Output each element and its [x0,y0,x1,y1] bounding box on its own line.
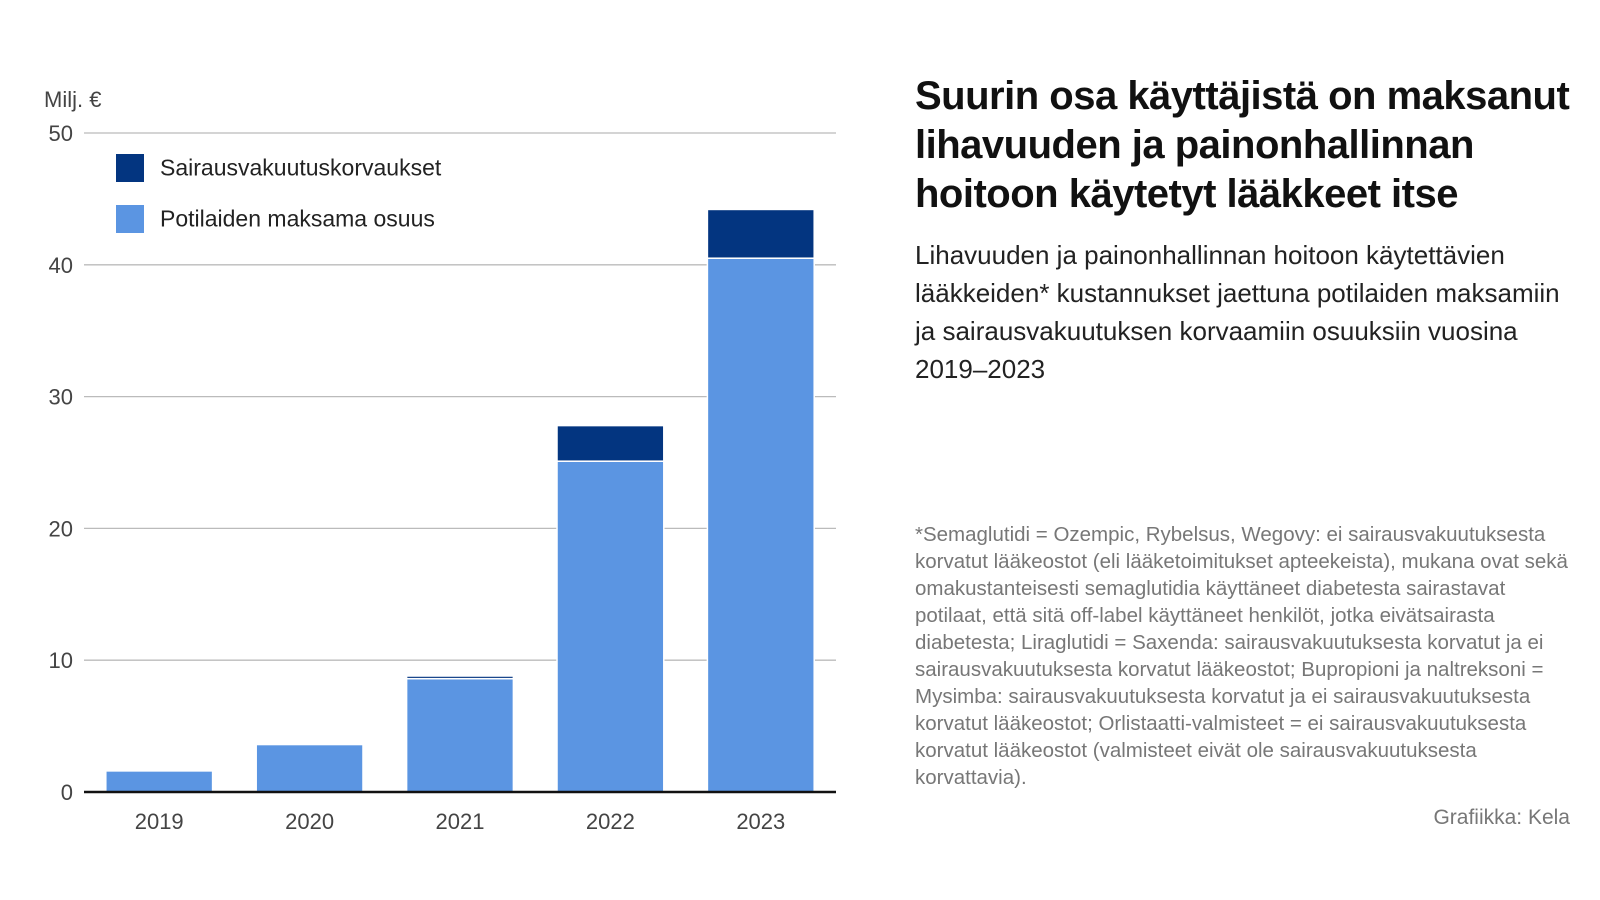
bar-segment [556,460,665,793]
bar-segment [706,208,815,259]
legend-item-reimbursements: Sairausvakuutuskorvaukset [116,154,441,182]
credit: Grafiikka: Kela [1433,806,1570,829]
chart-subtitle: Lihavuuden ja painonhallinnan hoitoon kä… [915,240,1560,384]
y-tick-label: 20 [49,516,73,541]
y-axis-label: Milj. € [44,87,101,112]
x-tick-label: 2021 [436,809,485,834]
legend-swatch [116,205,144,233]
bar-segment [255,743,364,793]
chart-title: Suurin osa käyttäjistä on maksanut lihav… [915,74,1570,216]
x-tick-label: 2023 [736,809,785,834]
bar-segment [105,770,214,793]
y-tick-label: 30 [49,385,73,410]
y-tick-label: 10 [49,648,73,673]
legend-item-patient-share: Potilaiden maksama osuus [116,205,435,233]
x-tick-label: 2019 [135,809,184,834]
legend-swatch [116,154,144,182]
y-tick-label: 50 [49,121,73,146]
bar-segment [706,257,815,793]
x-tick-label: 2022 [586,809,635,834]
legend-label: Potilaiden maksama osuus [160,205,435,232]
bar-segment [405,675,515,680]
bar-segment [556,424,665,462]
legend-label: Sairausvakuutuskorvaukset [160,154,442,181]
y-tick-label: 0 [61,780,73,805]
y-tick-label: 40 [49,253,73,278]
bar-chart: Milj. € 0 10 20 30 40 50 2019 2020 2021 2022 2023 [44,87,836,834]
bar-segment [405,677,515,793]
footnote: *Semaglutidi = Ozempic, Rybelsus, Wegovy… [915,523,1568,789]
x-tick-label: 2020 [285,809,334,834]
